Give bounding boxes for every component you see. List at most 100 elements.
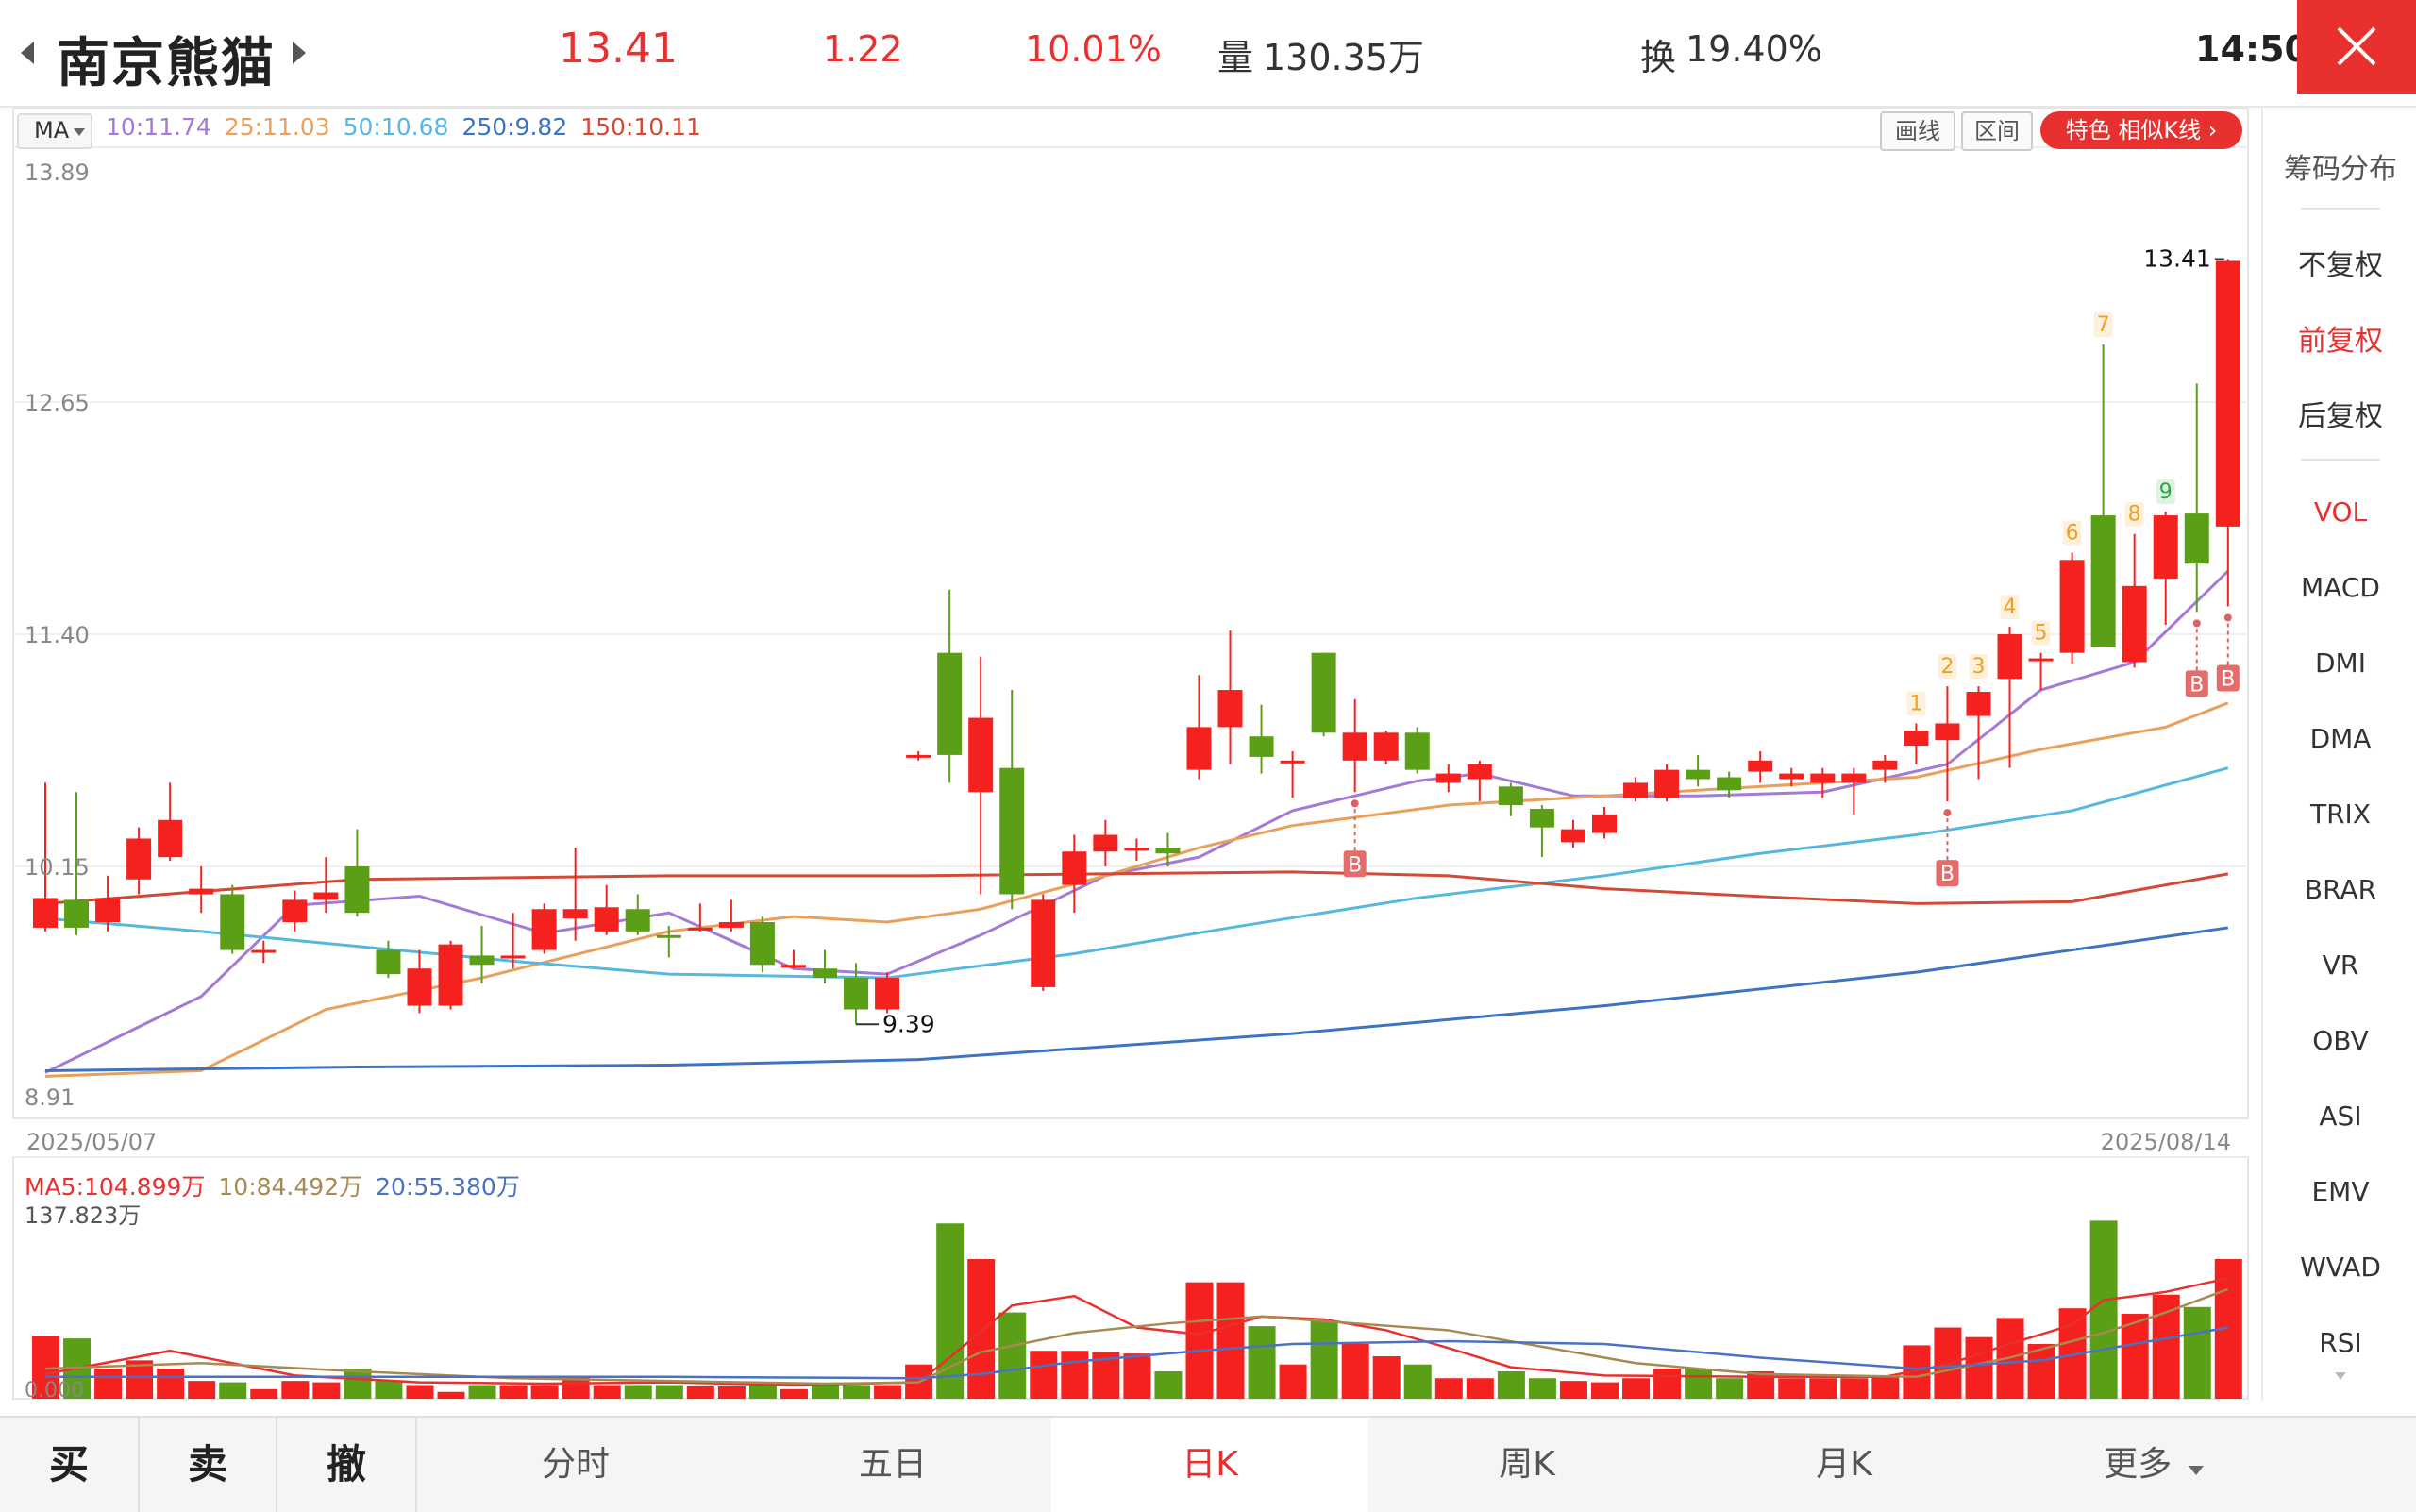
similar-kline-button[interactable]: 特色 相似K线 › xyxy=(2040,111,2242,149)
volume-bar-up xyxy=(1279,1364,1307,1399)
indicator-macd[interactable]: MACD xyxy=(2301,572,2380,603)
adjust-none-button[interactable]: 不复权 xyxy=(2298,249,2383,282)
candle-up xyxy=(1966,692,1991,716)
candle-up xyxy=(968,717,994,793)
indicator-obv[interactable]: OBV xyxy=(2312,1025,2369,1056)
indicator-wvad[interactable]: WVAD xyxy=(2300,1252,2381,1283)
volume-bar-down xyxy=(655,1385,683,1399)
volume-min-label: 0.000 xyxy=(25,1379,84,1403)
chip-distribution-button[interactable]: 筹码分布 xyxy=(2284,153,2397,186)
buy-button[interactable]: 买 xyxy=(48,1441,89,1487)
candle-up xyxy=(687,927,713,931)
sell-button[interactable]: 卖 xyxy=(187,1441,227,1487)
tab-more[interactable]: 更多 xyxy=(2003,1418,2305,1512)
volume-bar-down xyxy=(375,1381,403,1399)
indicator-vr[interactable]: VR xyxy=(2322,949,2359,981)
ma-selector[interactable]: MA xyxy=(17,113,92,149)
volume-ma-line-20 xyxy=(45,1326,2229,1380)
adjust-forward-button[interactable]: 前复权 xyxy=(2298,325,2383,358)
volume-bar-up xyxy=(1216,1282,1245,1399)
tab-weekly-k[interactable]: 周K xyxy=(1499,1445,1555,1484)
volume-bar-up xyxy=(1622,1378,1651,1399)
tab-five-day[interactable]: 五日 xyxy=(858,1445,927,1484)
candle-up xyxy=(33,898,58,928)
volume-bar-up xyxy=(1341,1343,1369,1399)
candle-down xyxy=(749,922,775,966)
candle-up xyxy=(95,898,121,923)
indicator-dma[interactable]: DMA xyxy=(2309,723,2372,754)
candle-up xyxy=(189,888,214,895)
candle-down xyxy=(64,899,90,928)
stock-header: 南京熊猫 13.41 1.22 10.01% 量 130.35万 换 19.40… xyxy=(0,0,2416,108)
adjust-backward-button[interactable]: 后复权 xyxy=(2298,400,2383,433)
volume-bar-up xyxy=(437,1391,465,1399)
end-date-label: 2025/08/14 xyxy=(2101,1129,2231,1155)
volume-bar-up xyxy=(406,1385,434,1399)
candle-down xyxy=(844,978,869,1010)
candle-up xyxy=(126,838,152,880)
volume-bar-down xyxy=(1310,1320,1338,1399)
volume-bar-up xyxy=(530,1385,559,1399)
candle-up xyxy=(1342,732,1367,761)
candle-down xyxy=(1404,732,1430,770)
tab-daily-k[interactable]: 日K xyxy=(1051,1418,1368,1512)
candle-up xyxy=(1280,760,1305,764)
cancel-order-button[interactable]: 撤 xyxy=(326,1441,366,1487)
separator xyxy=(2301,208,2380,210)
divider xyxy=(138,1418,140,1512)
volume-ma-legend-item: MA5:104.899万 xyxy=(25,1173,206,1201)
candle-up xyxy=(282,899,308,923)
volume-bar-up xyxy=(1591,1382,1619,1399)
volume-bar-down xyxy=(1528,1378,1556,1399)
signal-digit: 4 xyxy=(2004,596,2017,619)
volume-bar-up xyxy=(1466,1378,1494,1399)
volume-bar-down xyxy=(2183,1306,2211,1399)
signal-digit: 6 xyxy=(2066,521,2079,545)
candle-up xyxy=(1435,773,1461,783)
candle-up xyxy=(1093,834,1118,852)
buy-signal-dot xyxy=(1943,809,1952,817)
buy-signal-dot xyxy=(1351,799,1359,808)
max-price-label: 13.41 xyxy=(2143,244,2211,272)
signal-digit-bg xyxy=(2031,620,2051,646)
right-panel: 筹码分布 不复权 前复权 后复权 VOL MACD DMI DMA TRIX BRAR VR… xyxy=(2261,108,2416,1401)
indicator-emv[interactable]: EMV xyxy=(2311,1176,2370,1207)
price-axis-label: 13.89 xyxy=(25,160,90,186)
volume-bar-down xyxy=(1403,1364,1432,1399)
candle-down xyxy=(344,865,370,914)
signal-digit-bg xyxy=(2093,312,2113,338)
candle-down xyxy=(1717,777,1742,791)
range-button[interactable]: 区间 xyxy=(1961,111,2033,151)
signal-digit: 2 xyxy=(1940,655,1954,679)
volume-ma-legend: MA5:104.899万 10:84.492万 20:55.380万 xyxy=(25,1168,533,1202)
indicator-asi[interactable]: ASI xyxy=(2319,1100,2362,1132)
indicator-trix[interactable]: TRIX xyxy=(2310,798,2371,830)
volume-bar-up xyxy=(593,1385,621,1399)
ma-legend-item: 10:11.74 xyxy=(106,113,211,141)
volume-bar-up xyxy=(717,1386,746,1399)
candle-down xyxy=(1529,808,1554,828)
time-display: 14:50 xyxy=(2195,28,2309,70)
scroll-down-icon[interactable] xyxy=(2335,1372,2346,1380)
tab-intraday[interactable]: 分时 xyxy=(541,1445,610,1484)
indicator-dmi[interactable]: DMI xyxy=(2315,647,2366,679)
signal-digit-bg xyxy=(2062,520,2082,546)
next-stock-icon[interactable] xyxy=(289,42,308,64)
turnover-label: 换 xyxy=(1640,37,1677,78)
close-button[interactable] xyxy=(2297,0,2416,94)
volume-bar-up xyxy=(1030,1351,1058,1399)
candle-up xyxy=(1217,690,1243,728)
prev-stock-icon[interactable] xyxy=(19,42,38,64)
signal-digit: 8 xyxy=(2128,503,2141,527)
draw-line-button[interactable]: 画线 xyxy=(1880,111,1955,151)
tab-monthly-k[interactable]: 月K xyxy=(1816,1445,1872,1484)
indicator-brar[interactable]: BRAR xyxy=(2304,874,2377,905)
buy-signal-badge xyxy=(2216,664,2240,692)
price-axis-label: 12.65 xyxy=(25,390,90,416)
indicator-rsi[interactable]: RSI xyxy=(2319,1327,2362,1358)
candle-up xyxy=(531,909,557,950)
indicator-vol[interactable]: VOL xyxy=(2313,496,2368,528)
candle-up xyxy=(251,949,277,953)
volume-bar-up xyxy=(1434,1378,1463,1399)
